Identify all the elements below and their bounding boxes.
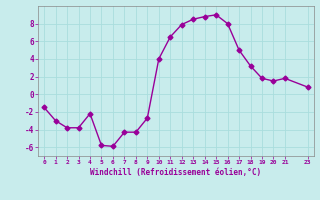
X-axis label: Windchill (Refroidissement éolien,°C): Windchill (Refroidissement éolien,°C) <box>91 168 261 177</box>
